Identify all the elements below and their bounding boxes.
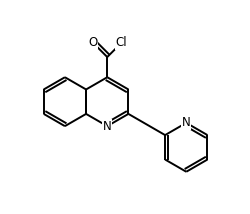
Text: N: N xyxy=(102,120,111,133)
Text: Cl: Cl xyxy=(115,36,127,49)
Text: N: N xyxy=(181,116,190,129)
Text: O: O xyxy=(88,36,97,49)
